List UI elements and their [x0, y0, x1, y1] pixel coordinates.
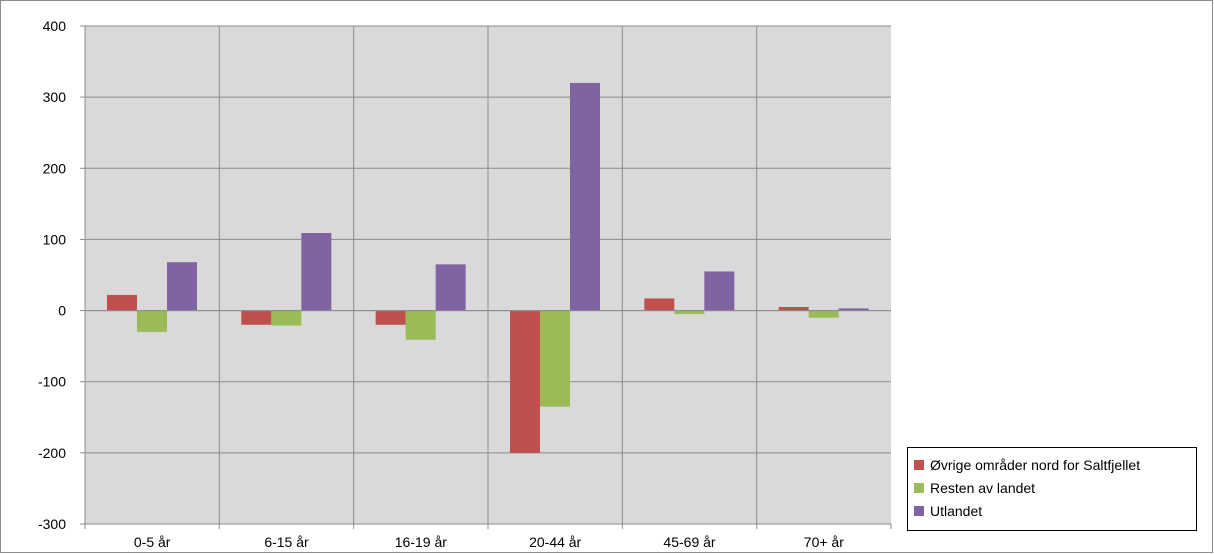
legend-label: Utlandet [930, 502, 983, 519]
bar [704, 271, 735, 311]
x-tick-label: 6-15 år [264, 534, 309, 550]
x-tick-label: 16-19 år [395, 534, 447, 550]
legend-item: Utlandet [914, 499, 1190, 522]
legend-item: Øvrige områder nord for Saltfjellet [914, 453, 1190, 476]
gridlines [85, 25, 891, 525]
bar [241, 310, 272, 325]
y-tick-label: 200 [43, 160, 67, 176]
legend-swatch [914, 482, 924, 493]
x-tick-label: 20-44 år [529, 534, 581, 550]
legend-label: Øvrige områder nord for Saltfjellet [930, 456, 1141, 473]
bar [838, 308, 869, 311]
legend-swatch [914, 459, 924, 470]
bar [570, 82, 600, 311]
y-tick-label: -200 [38, 445, 66, 461]
bar [107, 294, 137, 311]
x-tick-labels: 0-5 år 6-15 år 16-19 år 20-44 år 45-69 år 70+… [134, 534, 844, 550]
y-tick-label: -100 [38, 374, 66, 390]
y-tick-label: -300 [38, 516, 66, 532]
x-tick-label: 70+ år [804, 534, 844, 550]
bar [808, 310, 839, 318]
bars [107, 82, 869, 453]
y-tick-label: 400 [43, 18, 67, 34]
legend-item: Resten av landet [914, 476, 1190, 499]
x-tick-label: 45-69 år [663, 534, 715, 550]
x-tick-label: 0-5 år [134, 534, 171, 550]
legend: Øvrige områder nord for Saltfjellet Rest… [907, 447, 1197, 531]
bar [510, 310, 540, 453]
bar [301, 233, 332, 311]
bar [137, 310, 167, 332]
bar [375, 310, 406, 325]
y-tick-labels: 400 300 200 100 0 -100 -200 -300 [38, 18, 66, 532]
bar [435, 264, 466, 311]
legend-swatch [914, 505, 924, 516]
y-tick-label: 300 [43, 89, 67, 105]
axes [80, 25, 892, 529]
bar [644, 298, 675, 311]
bar [167, 262, 197, 311]
bar [778, 307, 809, 311]
bar [674, 310, 705, 315]
y-tick-label: 100 [43, 231, 67, 247]
y-tick-label: 0 [58, 303, 66, 319]
legend-label: Resten av landet [930, 479, 1036, 496]
bar [405, 310, 436, 340]
bar [271, 310, 302, 326]
bar [540, 310, 570, 407]
